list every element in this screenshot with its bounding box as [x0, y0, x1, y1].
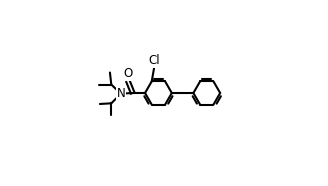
Text: Cl: Cl	[148, 54, 160, 67]
Text: N: N	[116, 87, 125, 100]
Text: O: O	[123, 67, 133, 80]
